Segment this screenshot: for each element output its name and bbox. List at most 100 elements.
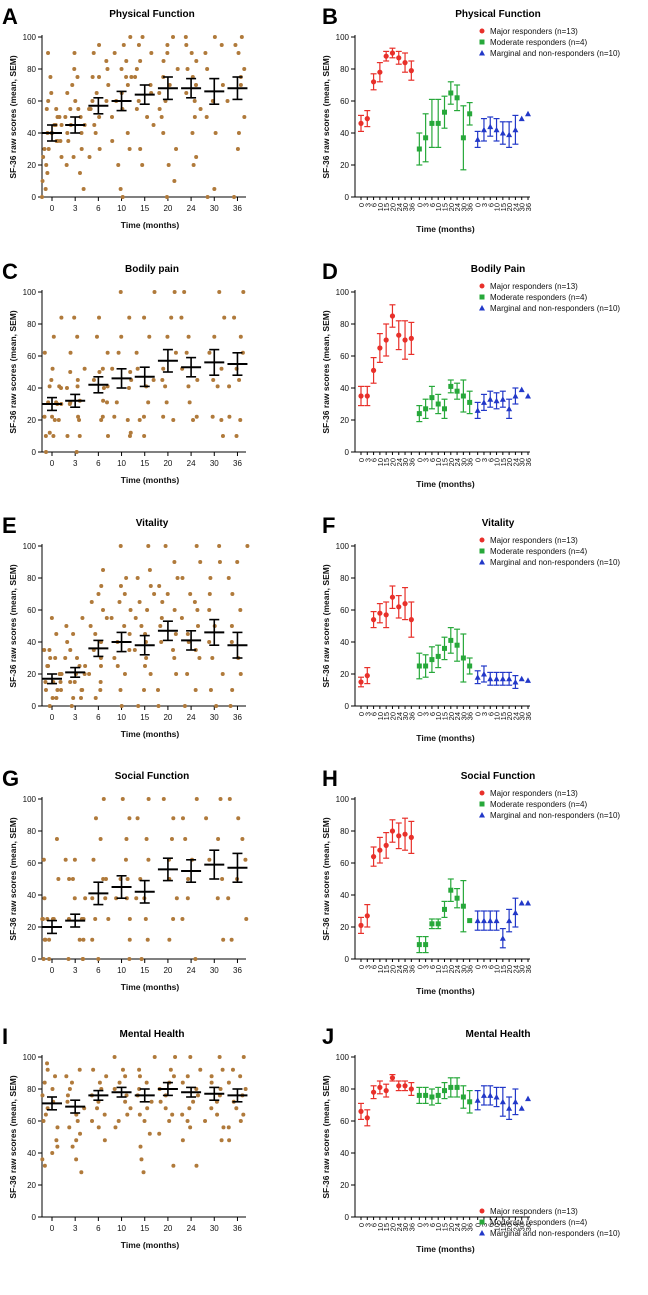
marginal-point xyxy=(506,405,513,412)
x-tick-label: 3 xyxy=(73,966,78,975)
legend-marker-moderate xyxy=(479,548,485,554)
data-point xyxy=(245,544,250,548)
chart-title: Bodily pain xyxy=(125,264,179,275)
y-tick-label: 0 xyxy=(345,1213,350,1222)
legend-label: Moderate responders (n=4) xyxy=(490,800,588,809)
moderate-point xyxy=(448,1084,454,1090)
data-point xyxy=(219,1138,224,1143)
data-point xyxy=(125,877,130,881)
data-point xyxy=(230,1067,235,1072)
moderate-point xyxy=(435,120,441,126)
moderate-point xyxy=(467,111,473,117)
data-point xyxy=(50,1087,55,1091)
marginal-point xyxy=(487,396,494,402)
data-point xyxy=(211,378,216,382)
data-point xyxy=(64,386,69,390)
data-point xyxy=(54,1138,59,1143)
data-point xyxy=(98,664,103,668)
x-tick-label: 10 xyxy=(434,1223,443,1231)
data-point xyxy=(97,75,102,79)
panel-letter: A xyxy=(2,4,18,29)
data-point xyxy=(132,648,137,652)
major-point xyxy=(370,79,377,85)
y-tick-label: 20 xyxy=(340,161,349,170)
x-tick-label: 24 xyxy=(453,712,462,720)
y-tick-label: 0 xyxy=(32,955,37,964)
data-point xyxy=(49,616,54,620)
data-point xyxy=(171,648,176,652)
moderate-point xyxy=(448,90,454,96)
y-tick-label: 20 xyxy=(340,1181,349,1190)
data-point xyxy=(77,937,82,942)
data-point xyxy=(174,896,179,901)
data-point xyxy=(42,648,47,652)
marginal-point xyxy=(499,675,506,682)
x-tick-label: 10 xyxy=(493,203,502,211)
legend-label: Marginal and non-responders (n=10) xyxy=(490,811,620,820)
data-point xyxy=(123,1074,128,1079)
data-point xyxy=(171,418,176,422)
legend-label: Major responders (n=13) xyxy=(490,282,578,291)
data-point xyxy=(118,584,123,588)
data-point xyxy=(227,1138,232,1143)
data-point xyxy=(148,584,153,588)
marginal-point xyxy=(493,126,500,133)
data-point xyxy=(82,366,87,371)
data-point xyxy=(59,123,64,127)
major-point xyxy=(358,922,364,929)
x-tick-label: 0 xyxy=(357,458,366,462)
data-point xyxy=(68,350,73,355)
y-axis-label: SF-36 raw scores (mean, SEM) xyxy=(321,1075,331,1198)
y-axis-label: SF-36 raw scores (mean, SEM) xyxy=(8,817,18,940)
data-point xyxy=(66,957,71,961)
data-point xyxy=(50,1151,55,1155)
data-point xyxy=(190,131,195,135)
data-point xyxy=(217,290,222,294)
data-point xyxy=(233,43,238,47)
x-tick-label: 15 xyxy=(140,459,149,468)
marginal-point xyxy=(493,917,500,924)
data-point xyxy=(172,290,177,294)
x-tick-label: 0 xyxy=(50,459,55,468)
data-point xyxy=(58,139,63,143)
data-point xyxy=(188,592,193,596)
major-point xyxy=(370,854,377,860)
x-tick-label: 10 xyxy=(117,459,126,468)
data-point xyxy=(161,366,166,371)
x-tick-label: 0 xyxy=(474,712,483,716)
data-point xyxy=(124,59,129,63)
x-tick-label: 6 xyxy=(428,1223,437,1227)
x-tick-label: 3 xyxy=(480,458,489,462)
x-tick-label: 6 xyxy=(428,965,437,969)
x-tick-label: 3 xyxy=(73,1224,78,1233)
x-tick-label: 15 xyxy=(382,458,391,466)
x-tick-label: 3 xyxy=(480,965,489,969)
moderate-point xyxy=(460,903,466,909)
data-point xyxy=(64,163,69,167)
x-axis-label: Time (months) xyxy=(121,1240,180,1250)
data-point xyxy=(71,696,76,700)
data-point xyxy=(167,1119,172,1123)
data-point xyxy=(228,704,233,708)
data-point xyxy=(152,592,157,596)
data-point xyxy=(185,632,190,636)
y-tick-label: 60 xyxy=(27,97,36,106)
data-point xyxy=(242,115,247,119)
data-point xyxy=(98,837,103,841)
marginal-point xyxy=(525,110,531,117)
x-tick-label: 24 xyxy=(187,966,196,975)
y-tick-label: 100 xyxy=(23,1053,37,1062)
data-point xyxy=(68,648,73,652)
major-point xyxy=(370,367,377,373)
data-point xyxy=(63,656,68,660)
x-tick-label: 20 xyxy=(388,458,397,466)
y-tick-label: 60 xyxy=(27,606,36,615)
data-point xyxy=(57,115,62,119)
data-point xyxy=(188,1055,193,1059)
data-point xyxy=(193,957,198,961)
y-tick-label: 80 xyxy=(27,320,36,329)
data-point xyxy=(174,147,179,151)
